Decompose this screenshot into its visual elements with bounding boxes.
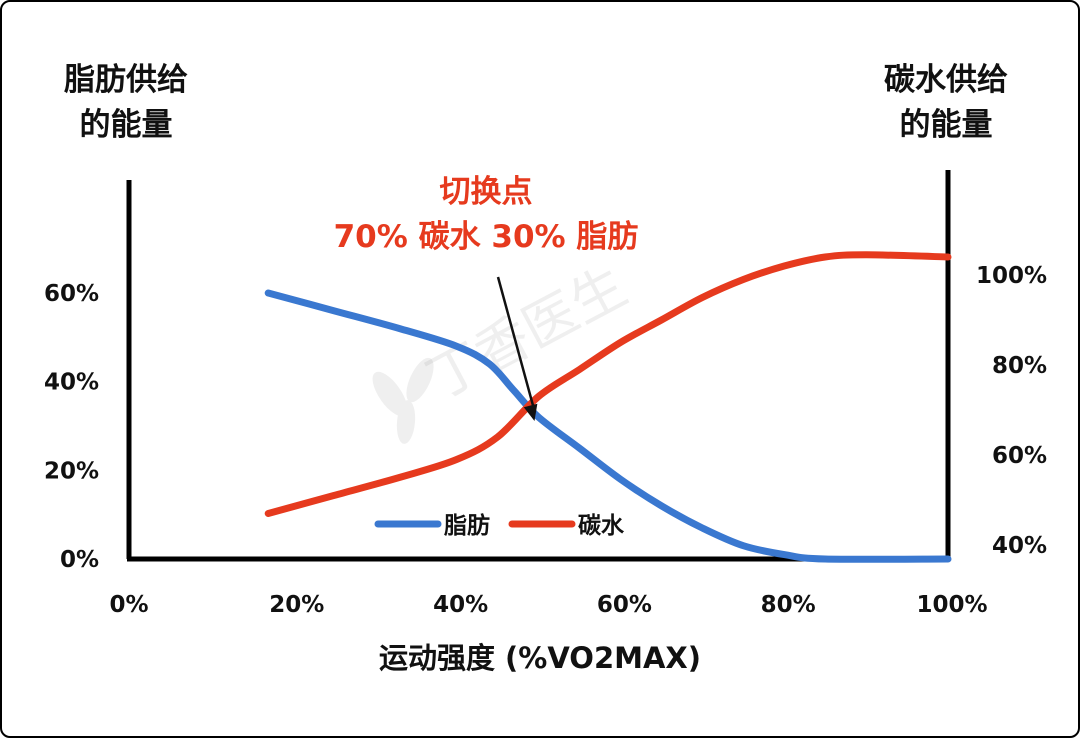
left-tick-label: 20% [44, 458, 99, 484]
left-tick-label: 0% [60, 547, 99, 573]
right-tick-label: 80% [992, 353, 1047, 379]
annotation-line2: 70% 碳水 30% 脂肪 [334, 219, 639, 255]
left-tick-label: 60% [44, 281, 99, 307]
x-tick-label: 40% [433, 592, 488, 618]
leaf-logo-icon [372, 357, 434, 444]
watermark: 丁香医生 [372, 254, 637, 444]
right-tick-labels: 40% 60% 80% 100% [976, 263, 1047, 559]
watermark-text: 丁香医生 [417, 254, 637, 411]
right-axis-title-line1: 碳水供给 [884, 62, 1008, 98]
legend-label-carb: 碳水 [578, 513, 625, 539]
x-tick-label: 80% [761, 592, 816, 618]
x-tick-labels: 0% 20% 40% 60% 80% 100% [109, 592, 987, 618]
series-layer [264, 251, 952, 563]
annotation-arrow-head [523, 403, 538, 421]
legend-label-fat: 脂肪 [444, 512, 490, 539]
legend: 脂肪 碳水 [374, 512, 625, 539]
left-tick-labels: 0% 20% 40% 60% [44, 281, 99, 573]
right-tick-label: 40% [992, 533, 1047, 559]
right-axis-title-line2: 的能量 [900, 107, 993, 143]
left-axis-title-line2: 的能量 [80, 107, 173, 143]
x-axis-label: 运动强度 (%VO2MAX) [379, 641, 701, 675]
annotation-arrow [496, 276, 536, 412]
x-tick-label: 20% [269, 592, 324, 618]
annotation-line1: 切换点 [440, 174, 533, 210]
left-axis-title-line1: 脂肪供给 [64, 62, 188, 98]
series-line-carb [264, 251, 952, 517]
x-tick-label: 60% [597, 592, 652, 618]
right-tick-label: 100% [976, 263, 1047, 289]
right-tick-label: 60% [992, 443, 1047, 469]
x-tick-label: 100% [916, 592, 987, 618]
x-tick-label: 0% [109, 592, 148, 618]
left-tick-label: 40% [44, 370, 99, 396]
series-line-fat [264, 289, 952, 563]
